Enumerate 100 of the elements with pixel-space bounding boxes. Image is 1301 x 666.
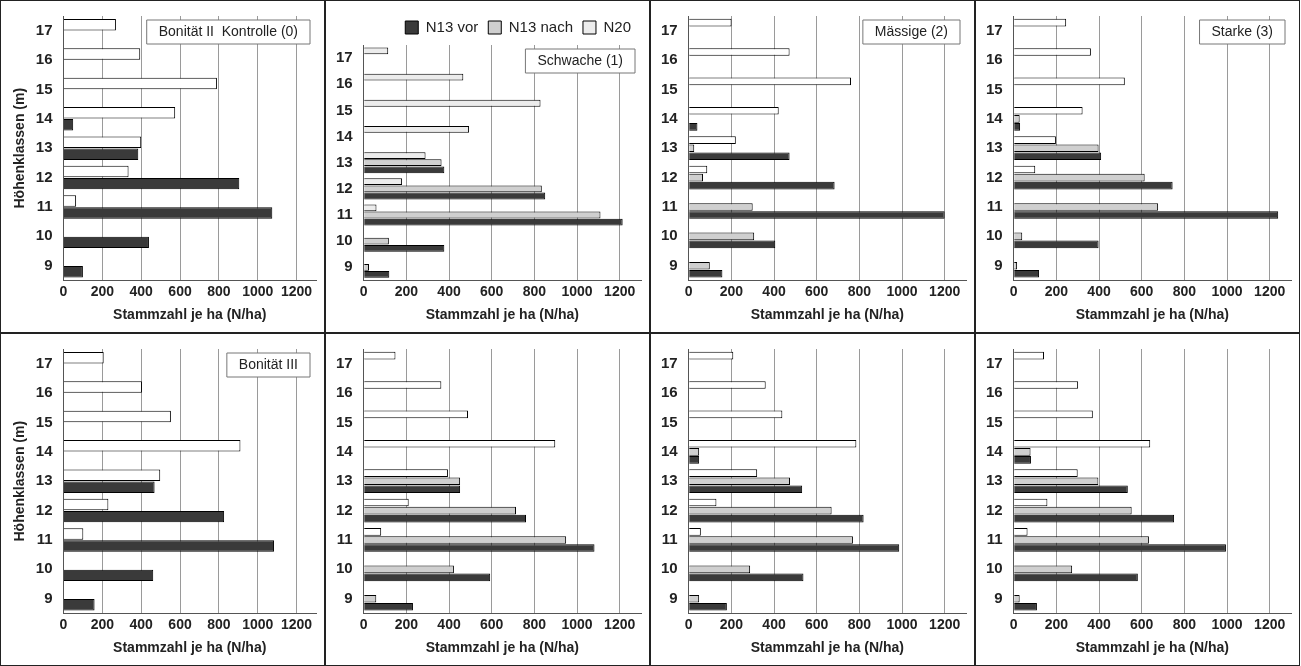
y-tick-label: 9 <box>344 257 353 275</box>
legend-label: N13 vor <box>425 17 479 35</box>
y-tick-label: 9 <box>994 255 1003 273</box>
y-tick-label: 12 <box>661 500 678 518</box>
y-tick-label: 17 <box>986 20 1003 38</box>
y-tick-label: 9 <box>44 255 53 273</box>
x-tick-label: 1200 <box>1254 615 1286 632</box>
y-tick-label: 17 <box>986 353 1003 371</box>
y-tick-label: 17 <box>661 20 678 38</box>
y-tick-label: 10 <box>986 559 1003 577</box>
y-tick-label: 9 <box>344 588 353 606</box>
y-tick-label: 17 <box>661 353 678 371</box>
x-tick-label: 600 <box>480 282 504 299</box>
y-tick-label: 14 <box>336 441 354 459</box>
x-tick-label: 600 <box>168 615 192 632</box>
x-tick-label: 1000 <box>1211 282 1243 299</box>
x-tick-label: 600 <box>1130 282 1154 299</box>
y-tick-label: 16 <box>986 50 1003 68</box>
x-tick-label: 1200 <box>604 282 636 299</box>
y-tick-label: 16 <box>661 50 678 68</box>
x-tick-label: 600 <box>805 615 829 632</box>
x-tick-label: 1000 <box>242 615 274 632</box>
x-tick-label: 0 <box>359 615 368 632</box>
y-tick-label: 13 <box>336 471 353 489</box>
y-tick-label: 9 <box>44 588 53 606</box>
annotation: Starke (3) <box>1211 22 1273 39</box>
x-tick-label: 600 <box>1130 615 1154 632</box>
x-tick-label: 800 <box>522 615 547 632</box>
x-tick-label: 200 <box>394 282 419 299</box>
x-tick-label: 1200 <box>281 282 313 299</box>
x-tick-label: 1200 <box>604 615 636 632</box>
y-tick-label: 15 <box>336 100 353 118</box>
legend-label: N13 nach <box>508 17 573 35</box>
y-tick-label: 13 <box>986 138 1003 156</box>
x-axis-title: Stammzahl je ha (N/ha) <box>1075 639 1229 656</box>
y-tick-label: 11 <box>986 530 1003 548</box>
x-tick-label: 200 <box>394 615 419 632</box>
y-tick-label: 11 <box>661 197 678 215</box>
x-tick-label: 0 <box>684 615 693 632</box>
y-tick-label: 10 <box>661 226 678 244</box>
y-tick-label: 16 <box>35 383 53 401</box>
x-tick-label: 1000 <box>886 615 918 632</box>
y-tick-label: 9 <box>669 255 678 273</box>
x-tick-label: 400 <box>129 282 154 299</box>
x-tick-label: 1200 <box>1254 282 1286 299</box>
x-tick-label: 0 <box>359 282 368 299</box>
x-tick-label: 1000 <box>561 615 593 632</box>
x-tick-label: 400 <box>1087 282 1111 299</box>
x-tick-label: 200 <box>719 615 744 632</box>
x-tick-label: 200 <box>1044 615 1069 632</box>
x-tick-label: 0 <box>59 282 68 299</box>
annotation: Mässige (2) <box>874 22 948 39</box>
y-tick-label: 10 <box>986 226 1003 244</box>
y-tick-label: 13 <box>35 471 53 489</box>
x-axis-title: Stammzahl je ha (N/ha) <box>425 306 579 323</box>
y-tick-label: 14 <box>986 108 1004 126</box>
y-tick-label: 16 <box>336 74 353 92</box>
y-tick-label: 12 <box>336 500 353 518</box>
y-tick-label: 11 <box>661 530 678 548</box>
y-tick-label: 12 <box>35 167 53 185</box>
y-tick-label: 12 <box>35 500 53 518</box>
y-tick-label: 15 <box>986 79 1003 97</box>
legend-label: N20 <box>603 17 632 35</box>
x-tick-label: 400 <box>437 282 461 299</box>
y-tick-label: 9 <box>994 588 1003 606</box>
y-tick-label: 13 <box>336 152 353 170</box>
y-tick-label: 12 <box>986 167 1003 185</box>
y-tick-label: 12 <box>986 500 1003 518</box>
x-tick-label: 800 <box>847 282 872 299</box>
x-tick-label: 400 <box>129 615 154 632</box>
y-tick-label: 16 <box>986 383 1003 401</box>
x-tick-label: 600 <box>168 282 192 299</box>
x-tick-label: 600 <box>480 615 504 632</box>
x-axis-title: Stammzahl je ha (N/ha) <box>113 306 267 323</box>
y-axis-title: Höhenklassen (m) <box>11 420 28 542</box>
y-tick-label: 17 <box>336 48 353 66</box>
x-tick-label: 0 <box>59 615 68 632</box>
x-axis-title: Stammzahl je ha (N/ha) <box>425 639 579 656</box>
y-tick-label: 10 <box>336 231 353 249</box>
y-tick-label: 15 <box>661 412 678 430</box>
x-tick-label: 800 <box>207 282 231 299</box>
y-tick-label: 14 <box>35 441 54 459</box>
x-tick-label: 1200 <box>929 282 961 299</box>
y-tick-label: 12 <box>336 179 353 196</box>
y-tick-label: 11 <box>36 530 53 548</box>
y-tick-label: 13 <box>35 138 53 156</box>
y-tick-label: 11 <box>336 205 353 223</box>
x-tick-label: 400 <box>1087 615 1111 632</box>
x-tick-label: 200 <box>90 615 115 632</box>
x-tick-label: 800 <box>1172 282 1197 299</box>
annotation: Bonität III <box>238 355 299 372</box>
x-tick-label: 0 <box>684 282 693 299</box>
y-tick-label: 13 <box>986 471 1003 489</box>
x-tick-label: 800 <box>207 615 231 632</box>
x-tick-label: 400 <box>762 282 786 299</box>
x-axis-title: Stammzahl je ha (N/ha) <box>1075 306 1229 323</box>
y-axis-title: Höhenklassen (m) <box>11 87 28 209</box>
x-tick-label: 1200 <box>929 615 961 632</box>
y-tick-label: 17 <box>35 20 53 38</box>
x-tick-label: 1000 <box>1211 615 1243 632</box>
